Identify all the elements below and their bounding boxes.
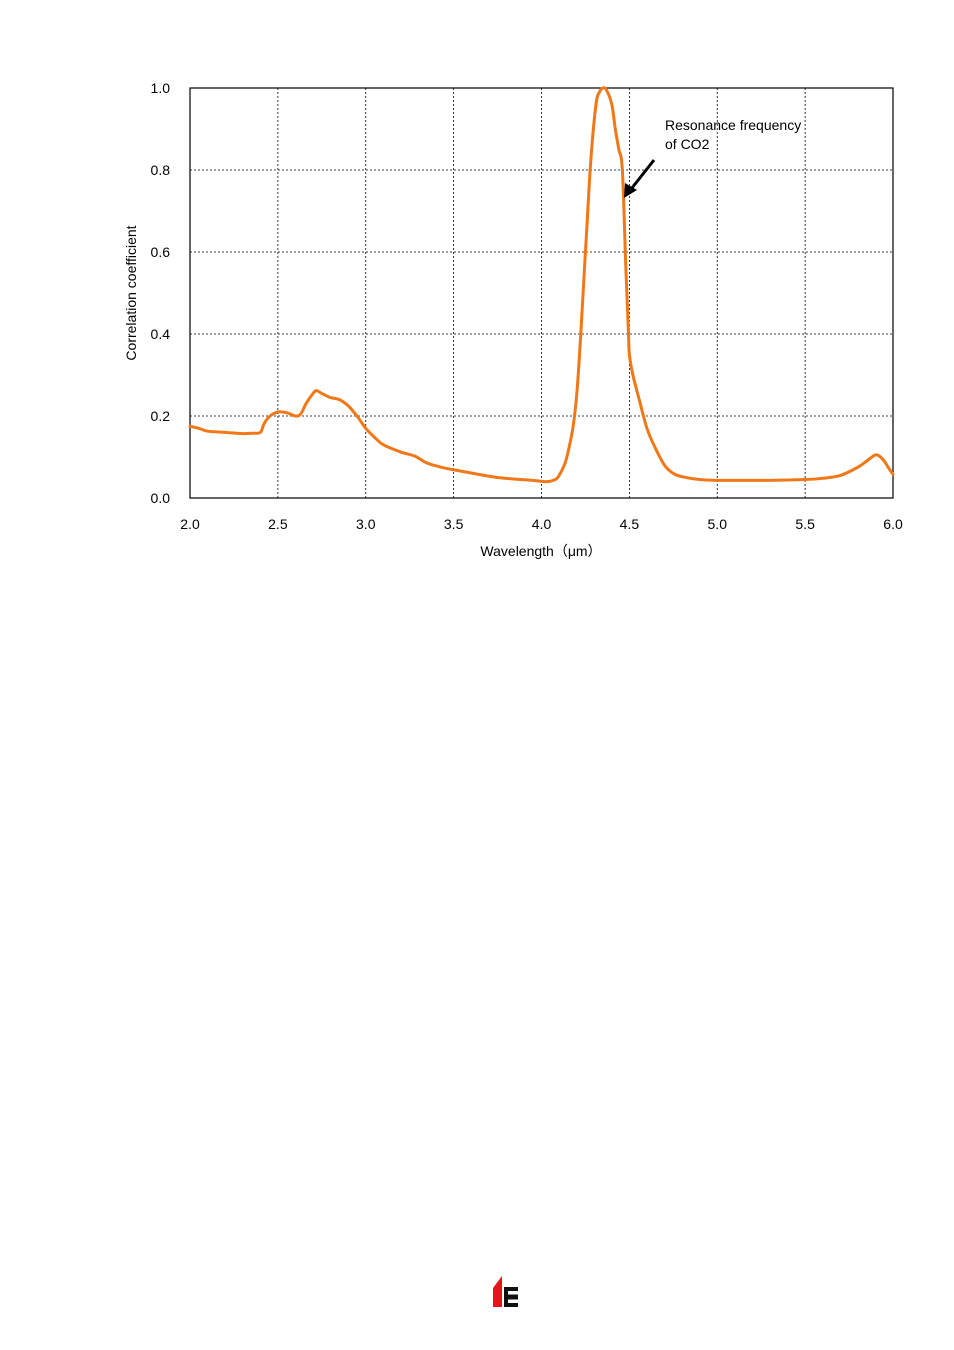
x-tick-label: 5.0 [708, 516, 728, 532]
x-tick-label: 2.0 [180, 516, 200, 532]
x-tick-label: 3.0 [356, 516, 376, 532]
series-line [188, 86, 895, 484]
y-axis-ticks: 0.0 0.2 0.4 0.6 0.8 1.0 [151, 80, 171, 506]
x-axis-ticks: 2.0 2.5 3.0 3.5 4.0 4.5 5.0 5.5 6.0 [180, 516, 903, 532]
co2-annotation: Resonance frequency of CO2 [624, 117, 801, 198]
x-tick-label: 4.0 [532, 516, 552, 532]
annotation-arrowhead [624, 183, 637, 198]
y-tick-label: 0.2 [151, 408, 171, 424]
y-tick-label: 1.0 [151, 80, 171, 96]
x-tick-label: 2.5 [268, 516, 288, 532]
annotation-line-2: of CO2 [665, 136, 710, 152]
x-tick-label: 5.5 [795, 516, 815, 532]
series-layer [188, 86, 895, 484]
company-logo [492, 1274, 522, 1308]
x-tick-label: 4.5 [620, 516, 640, 532]
grid [190, 88, 893, 498]
x-axis-title: Wavelength（μm） [480, 543, 601, 559]
x-tick-label: 3.5 [444, 516, 464, 532]
y-tick-label: 0.6 [151, 244, 171, 260]
y-axis-title: Correlation coefficient [123, 225, 139, 360]
y-tick-label: 0.0 [151, 490, 171, 506]
x-tick-label: 6.0 [883, 516, 903, 532]
y-tick-label: 0.8 [151, 162, 171, 178]
annotation-line-1: Resonance frequency [665, 117, 801, 133]
y-tick-label: 0.4 [151, 326, 171, 342]
